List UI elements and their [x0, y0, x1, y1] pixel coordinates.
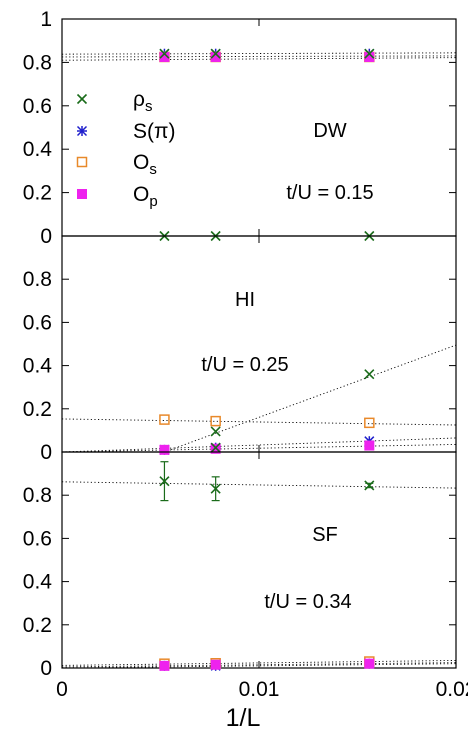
fit-line-O_s: [62, 418, 456, 426]
data-points: [159, 48, 375, 242]
legend-marker-O_s: [76, 156, 88, 168]
param-label: t/U = 0.15: [286, 182, 373, 204]
panel-hi: 0 0.2 0.4 0.6 0.8 HI t/U = 0.25: [23, 235, 457, 464]
fit-line-O_s: [62, 57, 456, 61]
fit-line-O_p: [62, 662, 456, 668]
panel-frame: [61, 451, 457, 669]
legend-label-S_pi: S(π): [133, 120, 175, 143]
point-O_s: [364, 417, 375, 429]
fit-line-rho_s: [164, 344, 456, 452]
y-tick-label: 0.8: [23, 268, 52, 291]
point-rho_s: [210, 483, 221, 494]
param-label: t/U = 0.25: [201, 354, 288, 376]
fit-line-S_pi: [62, 663, 456, 668]
legend-item-rho_s: ρs: [76, 88, 152, 115]
y-tick-label: 0.4: [23, 138, 53, 161]
point-O_p: [159, 444, 170, 455]
phase-label: DW: [313, 120, 346, 142]
y-tick-label: 0.8: [23, 484, 52, 507]
y-tick-label: 0.4: [23, 355, 53, 378]
fit-line-rho_s: [62, 481, 456, 489]
point-O_p: [210, 51, 221, 62]
legend: ρs S(π) Os Op: [76, 88, 175, 210]
point-O_p: [364, 440, 375, 451]
y-tick-label: 0.2: [23, 182, 52, 205]
legend-item-O_s: Os: [76, 151, 157, 178]
point-O_p: [364, 51, 375, 62]
y-tick-label: 0.6: [23, 95, 52, 118]
y-tick-label: 0.6: [23, 311, 52, 334]
point-rho_s: [159, 476, 170, 487]
panel-frame: [61, 235, 457, 453]
point-O_p: [364, 658, 375, 669]
legend-label-O_p: Op: [133, 183, 158, 210]
fit-lines: [62, 481, 456, 668]
point-rho_s: [159, 48, 170, 59]
y-tick-label: 0: [40, 225, 52, 248]
y-tick-label: 0: [40, 657, 52, 680]
legend-item-S_pi: S(π): [76, 120, 175, 143]
legend-marker-O_p: [77, 189, 87, 199]
point-O_p: [159, 660, 170, 671]
x-axis-label: 1/L: [226, 704, 261, 732]
fit-line-O_p: [62, 55, 456, 58]
point-rho_s: [364, 48, 375, 59]
fit-line-O_s: [62, 659, 456, 666]
point-O_p: [210, 659, 221, 670]
chart-panels: 0 0.2 0.4 0.6 0.8 1 DW t/U = 0.15 0 0.2 0.4 0.6 0.8 H…: [23, 8, 457, 680]
panel-frame: [61, 18, 457, 237]
point-O_s: [210, 415, 221, 427]
legend-label-O_s: Os: [133, 151, 157, 178]
y-tick-label: 0.6: [23, 527, 52, 550]
point-rho_s: [364, 369, 375, 380]
y-tick-label: 0: [40, 441, 52, 464]
y-tick-label: 0.2: [23, 398, 52, 421]
phase-label: SF: [312, 524, 338, 546]
data-points: [159, 369, 375, 455]
y-tick-label: 0.2: [23, 614, 52, 637]
point-O_s: [159, 414, 170, 425]
phase-label: HI: [235, 289, 255, 311]
point-rho_s: [364, 480, 375, 491]
x-axis: 0 0.01 0.02: [56, 678, 468, 701]
panel-sf: 0 0.2 0.4 0.6 0.8 SF t/U = 0.34: [23, 451, 457, 680]
fit-lines: [62, 52, 456, 61]
x-tick-label: 0.02: [436, 678, 468, 701]
point-rho_s: [210, 426, 221, 437]
y-tick-label: 0.8: [23, 51, 52, 74]
data-points: [159, 461, 375, 671]
legend-marker-S_pi: [76, 125, 88, 137]
x-tick-label: 0.01: [239, 678, 280, 701]
param-label: t/U = 0.34: [264, 591, 351, 613]
legend-label-rho_s: ρs: [133, 88, 152, 115]
point-rho_s: [210, 48, 221, 59]
y-tick-label: 0.4: [23, 571, 53, 594]
fit-line-S_pi: [62, 52, 456, 55]
panel-dw: 0 0.2 0.4 0.6 0.8 1 DW t/U = 0.15: [23, 8, 457, 248]
y-tick-label: 1: [40, 8, 52, 31]
fit-line-S_pi: [62, 437, 456, 452]
fit-line-O_p: [62, 443, 456, 452]
fit-lines: [62, 344, 456, 452]
legend-item-O_p: Op: [77, 183, 158, 210]
point-rho_s: [210, 442, 221, 453]
legend-marker-rho_s: [76, 93, 88, 105]
x-tick-label: 0: [56, 678, 68, 701]
point-O_p: [159, 51, 170, 62]
